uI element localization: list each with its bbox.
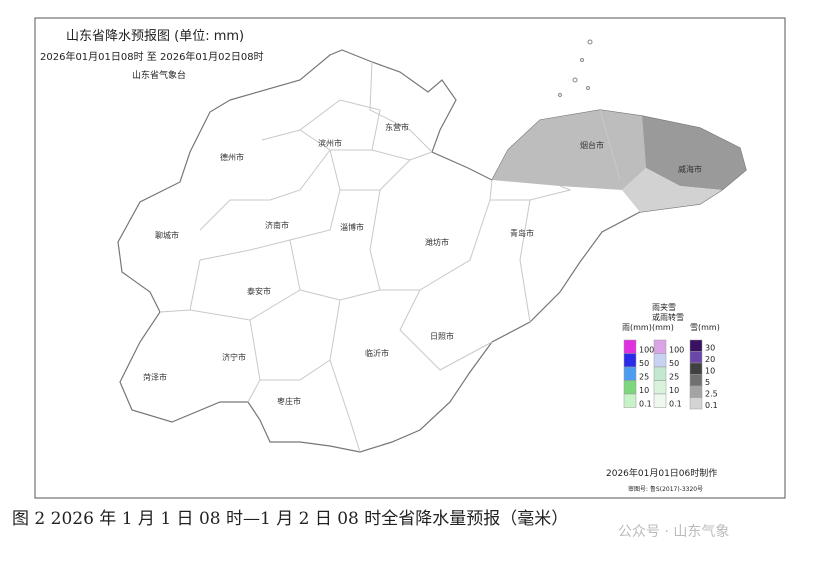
legend-label: 50 (669, 359, 679, 368)
city-label: 威海市 (678, 164, 702, 174)
figure-caption: 图 2 2026 年 1 月 1 日 08 时—1 月 2 日 08 时全省降水… (12, 509, 568, 529)
legend-swatch (689, 339, 703, 352)
approval-number: 审图号: 鲁S(2017)-3320号 (628, 485, 703, 493)
city-label: 枣庄市 (277, 396, 301, 406)
legend-label: 2.5 (705, 390, 718, 399)
city-label: 潍坊市 (425, 237, 449, 247)
city-label: 济南市 (265, 220, 289, 230)
legend-swatch (653, 353, 667, 368)
legend-label: 10 (669, 386, 679, 395)
legend-title: 雨夹雪 (652, 302, 676, 312)
legend-label: 100 (639, 346, 654, 355)
city-label: 滨州市 (318, 138, 342, 148)
city-label: 菏泽市 (143, 372, 167, 382)
city-label: 泰安市 (247, 286, 271, 296)
city-label: 济宁市 (222, 352, 246, 362)
legend-swatch (623, 393, 637, 408)
city-labels: 德州市 滨州市 东营市 烟台市 威海市 聊城市 济南市 淄博市 潍坊市 青岛市 … (143, 122, 702, 406)
legend-title: (mm) (652, 323, 674, 332)
legend-swatch (623, 366, 637, 381)
city-label: 淄博市 (340, 222, 364, 232)
city-label: 德州市 (220, 152, 244, 162)
legend-swatch (689, 351, 703, 364)
legend-label: 50 (639, 359, 649, 368)
legend-label: 5 (705, 378, 710, 387)
precip-weihai (642, 116, 746, 190)
legend-label: 0.1 (669, 400, 682, 409)
precip-yantai (492, 110, 646, 190)
city-boundaries (159, 61, 621, 453)
legend-swatch (653, 339, 667, 354)
legend-label: 25 (639, 373, 649, 382)
issuer: 山东省气象台 (132, 69, 186, 81)
legend-swatch (623, 353, 637, 368)
legend-title: 或雨转雪 (652, 312, 684, 322)
period: 2026年01月01日08时 至 2026年01月02日08时 (40, 50, 264, 63)
legend-swatch (623, 339, 637, 354)
city-label: 烟台市 (580, 140, 604, 150)
legend-label: 10 (705, 367, 715, 376)
legend-label: 100 (669, 346, 684, 355)
city-label: 聊城市 (155, 230, 179, 240)
legend-swatch (689, 374, 703, 387)
legend-label: 20 (705, 355, 715, 364)
legend-swatch (653, 393, 667, 408)
legend-swatch (653, 366, 667, 381)
legend-label: 0.1 (705, 401, 718, 410)
precip-light (622, 168, 722, 212)
city-label: 临沂市 (365, 348, 389, 358)
legend-label: 10 (639, 386, 649, 395)
legend-swatch (623, 380, 637, 395)
legend-swatch (689, 397, 703, 410)
legend-swatch (653, 380, 667, 395)
legend-label: 30 (705, 344, 715, 353)
city-label: 青岛市 (510, 228, 534, 238)
legend-title: 雨(mm) (622, 323, 652, 332)
watermark: 公众号 · 山东气象 (618, 524, 729, 540)
legend-title: 雪(mm) (690, 323, 720, 332)
made-time: 2026年01月01日06时制作 (606, 467, 717, 479)
legend-label: 0.1 (639, 400, 652, 409)
city-label: 东营市 (385, 122, 409, 132)
legend-swatch (689, 385, 703, 398)
city-label: 日照市 (430, 331, 454, 341)
legend-label: 25 (669, 373, 679, 382)
legend-swatch (689, 362, 703, 375)
islands (558, 39, 593, 97)
map-title: 山东省降水预报图 (单位: mm) (66, 29, 244, 44)
